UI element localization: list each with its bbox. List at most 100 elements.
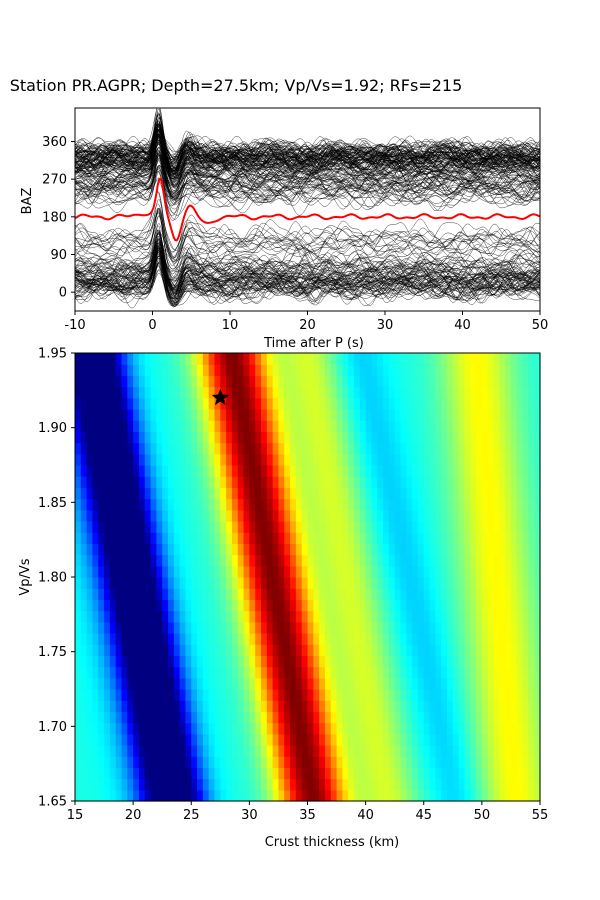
heatmap-cell [98,543,105,556]
heatmap-cell [324,431,332,444]
heatmap-cell [162,431,169,444]
heatmap-cell [528,375,535,388]
heatmap-cell [499,666,506,679]
heatmap-cell [476,509,483,522]
heatmap-cell [162,386,169,399]
heatmap-cell [261,599,268,612]
heatmap-cell [324,655,332,668]
heatmap-cell [121,733,128,746]
heatmap-cell [476,655,483,668]
heatmap-cell [278,666,285,679]
heatmap-cell [144,722,152,735]
heatmap-cell [330,711,338,724]
heatmap-cell [365,442,373,455]
heatmap-cell [144,487,152,500]
heatmap-cell [476,756,483,768]
heatmap-cell [301,677,309,690]
heatmap-cell [75,655,82,668]
heatmap-cell [534,677,541,690]
heatmap-cell [98,756,105,768]
heatmap-cell [156,442,163,455]
heatmap-cell [98,409,105,421]
heatmap-cell [458,711,466,724]
heatmap-cell [458,386,466,399]
heatmap-cell [342,655,349,668]
heatmap-cell [144,565,152,578]
heatmap-cell [447,689,454,701]
heatmap-cell [499,409,506,421]
heatmap-cell [261,554,268,567]
heatmap-cell [354,442,361,455]
rf-traces [75,108,540,309]
heatmap-cell [197,420,204,432]
heatmap-cell [307,577,314,589]
heatmap-cell [208,521,216,533]
heatmap-cell [98,666,105,679]
heatmap-cell [534,789,541,802]
heatmap-cell [220,465,227,477]
heatmap-cell [447,543,454,556]
heatmap-cell [412,420,419,432]
heatmap-cell [510,364,518,376]
heatmap-cell [150,666,157,679]
heatmap-cell [295,431,303,444]
heatmap-cell [278,554,285,567]
heatmap-cell [104,610,111,623]
heatmap-cell [127,532,134,544]
heatmap-cell [202,476,210,488]
heatmap-cell [115,409,123,421]
heatmap-cell [104,453,111,466]
heatmap-cell [208,353,216,365]
heatmap-cell [191,386,198,399]
heatmap-cell [191,778,198,791]
heatmap-cell [156,644,163,656]
heatmap-cell [348,509,355,522]
heatmap-cell [272,700,280,712]
heatmap-cell [278,409,285,421]
heatmap-cell [528,655,535,668]
heatmap-cell [476,711,483,724]
heatmap-cell [476,789,483,802]
heatmap-cell [226,666,233,679]
heatmap-cell [185,745,192,757]
heatmap-cell [150,420,157,432]
heatmap-cell [510,554,518,567]
heatmap-cell [115,442,123,455]
heatmap-cell [359,442,367,455]
heatmap-cell [272,397,280,410]
heatmap-cell [476,722,483,735]
heatmap-cell [423,778,431,791]
heatmap-cell [510,487,518,500]
heatmap-cell [394,543,402,556]
heatmap-cell [458,565,466,578]
heatmap-cell [412,621,419,634]
heatmap-cell [342,442,349,455]
heatmap-cell [429,532,436,544]
heatmap-cell [173,621,181,634]
heatmap-cell [493,677,500,690]
heatmap-cell [452,588,460,600]
heatmap-cell [336,711,343,724]
heatmap-cell [231,789,239,802]
heatmap-cell [80,431,88,444]
heatmap-cell [435,420,442,432]
heatmap-cell [522,722,529,735]
heatmap-cell [365,431,373,444]
heatmap-cell [534,778,541,791]
heatmap-cell [261,397,268,410]
heatmap-cell [284,711,291,724]
heatmap-cell [330,689,338,701]
heatmap-cell [191,431,198,444]
heatmap-cell [487,677,495,690]
heatmap-cell [284,677,291,690]
heatmap-cell [336,431,343,444]
heatmap-cell [98,700,105,712]
heatmap-cell [261,700,268,712]
heatmap-cell [295,610,303,623]
heatmap-cell [185,599,192,612]
heatmap-cell [464,375,471,388]
heatmap-cell [493,621,500,634]
heatmap-cell [290,375,297,388]
heatmap-cell [144,644,152,656]
heatmap-cell [516,677,524,690]
